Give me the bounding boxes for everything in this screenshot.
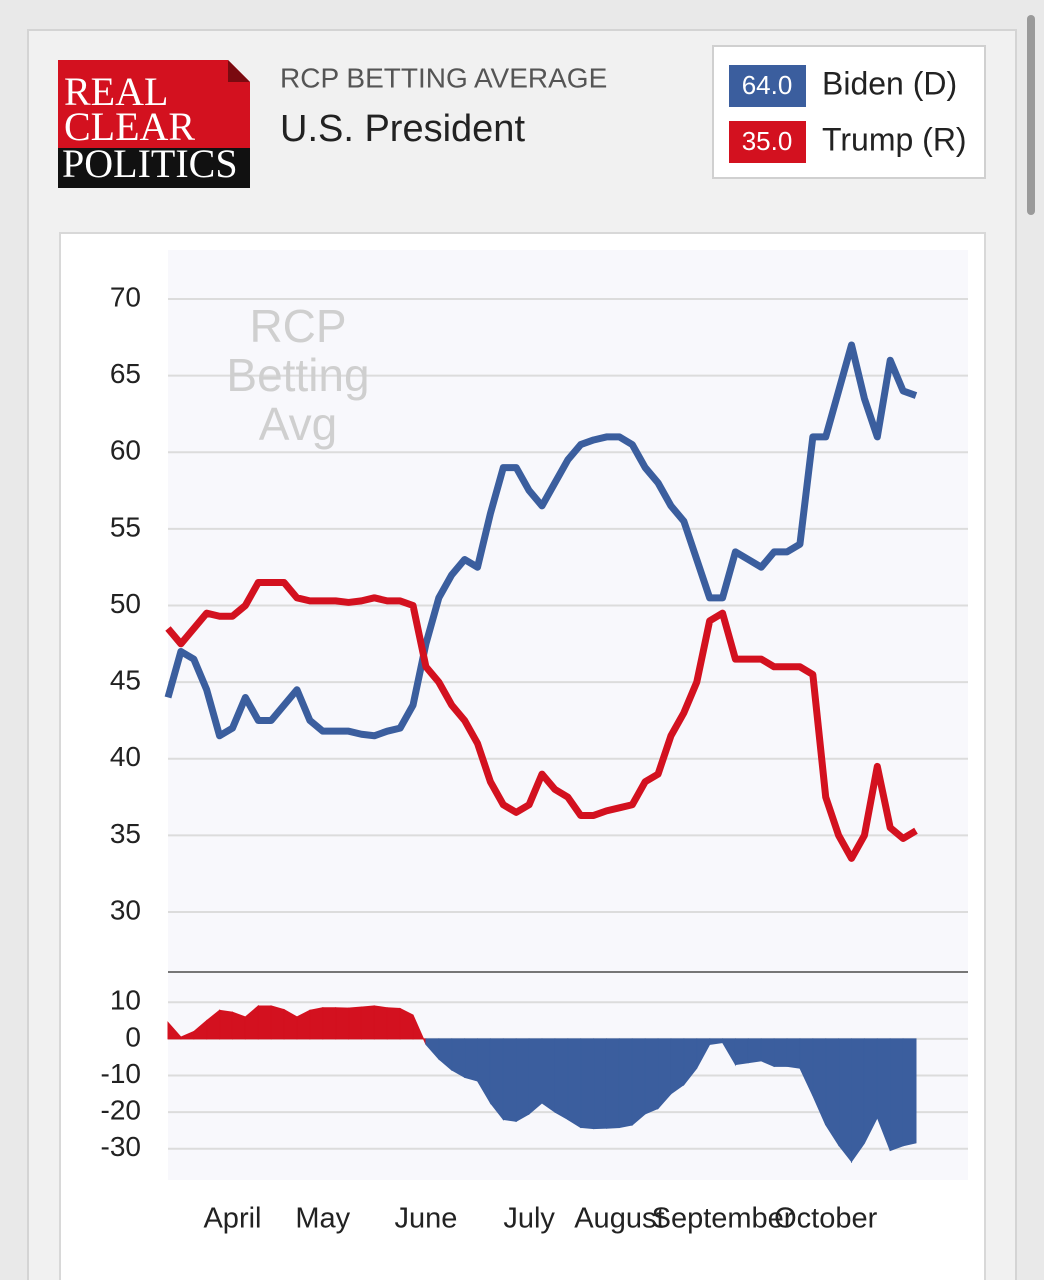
spread-area <box>734 1038 749 1066</box>
x-tick-label: July <box>503 1203 555 1235</box>
watermark: Avg <box>259 398 337 450</box>
y-tick-label: 70 <box>110 281 141 312</box>
spread-area <box>747 1038 762 1064</box>
logo-red <box>58 60 250 148</box>
logo-line: REAL <box>64 69 168 114</box>
spread-area <box>902 1038 917 1147</box>
y-tick-label: 35 <box>110 818 141 849</box>
legend-swatch <box>729 121 806 163</box>
spread-area <box>348 1006 362 1040</box>
y-tick-label: -10 <box>101 1058 141 1089</box>
spread-area <box>360 1005 375 1040</box>
y-tick-label: 50 <box>110 588 141 619</box>
spread-area <box>502 1038 517 1122</box>
legend-swatch <box>729 65 806 107</box>
spread-area <box>605 1038 620 1129</box>
spread-area <box>373 1005 388 1040</box>
spread-area <box>451 1038 466 1079</box>
x-tick-label: April <box>203 1203 261 1235</box>
spread-area <box>567 1038 582 1129</box>
spread-area <box>335 1007 350 1040</box>
spread-area <box>309 1007 324 1040</box>
spread-area <box>464 1038 479 1082</box>
spread-area <box>231 1011 246 1040</box>
series-line <box>165 579 918 862</box>
spread-area <box>528 1038 543 1116</box>
x-tick-label: September <box>652 1203 794 1235</box>
spread-area <box>386 1007 401 1040</box>
spread-area <box>257 1005 272 1040</box>
y-tick-label: 30 <box>110 894 141 925</box>
y-tick-label: 0 <box>125 1021 141 1052</box>
spread-area <box>773 1038 788 1067</box>
logo-fold <box>228 60 250 82</box>
watermark: RCP <box>249 300 346 352</box>
spread-area <box>219 1009 233 1040</box>
spread-area <box>631 1038 646 1126</box>
spread-area <box>322 1007 337 1040</box>
spread-area <box>541 1038 556 1114</box>
title: U.S. President <box>280 108 525 150</box>
spread-area <box>838 1038 853 1163</box>
y-tick-label: 65 <box>110 358 141 389</box>
spread-area <box>618 1038 633 1129</box>
y-tick-label: 10 <box>110 985 141 1016</box>
x-tick-label: August <box>574 1203 664 1235</box>
legend-name: Biden (D) <box>822 65 957 101</box>
spread-area <box>889 1038 904 1152</box>
spread-area <box>851 1038 865 1164</box>
spread-area <box>786 1038 801 1069</box>
series-line <box>164 341 918 740</box>
x-tick-label: May <box>295 1203 350 1235</box>
spread-area <box>270 1005 285 1040</box>
y-tick-label: -30 <box>101 1131 141 1162</box>
kicker: RCP BETTING AVERAGE <box>280 62 607 93</box>
y-tick-label: 40 <box>110 741 141 772</box>
spread-area <box>644 1038 659 1115</box>
spread-area <box>580 1038 595 1130</box>
logo: REAL CLEAR POLITICS <box>58 60 250 188</box>
spread-area <box>515 1038 530 1123</box>
spread-area <box>670 1038 685 1095</box>
x-tick-label: October <box>774 1203 877 1235</box>
scrollbar[interactable] <box>1027 15 1035 215</box>
watermark: Betting <box>226 349 369 401</box>
legend-value: 64.0 <box>742 70 793 100</box>
spread-area <box>554 1038 569 1121</box>
y-tick-label: 55 <box>110 511 141 542</box>
spread-area <box>593 1038 607 1130</box>
logo-line: POLITICS <box>62 141 238 186</box>
logo-line: CLEAR <box>64 104 195 149</box>
y-tick-label: 60 <box>110 435 141 466</box>
x-tick-label: June <box>394 1203 457 1235</box>
y-tick-label: -20 <box>101 1094 141 1125</box>
logo-black <box>58 148 250 188</box>
y-tick-label: 45 <box>110 665 141 696</box>
legend-value: 35.0 <box>742 126 793 156</box>
legend-name: Trump (R) <box>822 121 967 157</box>
